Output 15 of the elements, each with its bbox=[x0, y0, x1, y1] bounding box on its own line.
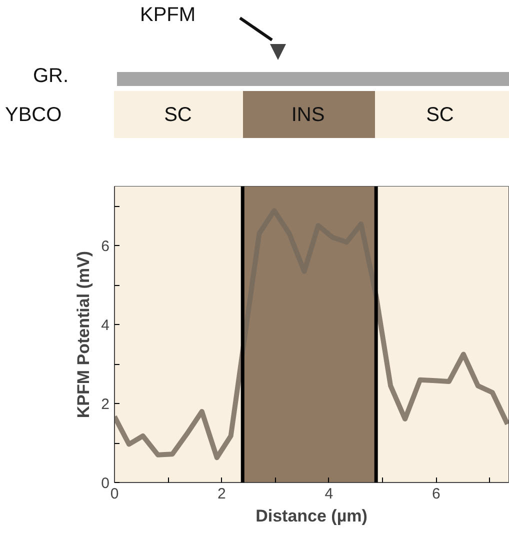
y-tick-label: 4 bbox=[101, 317, 110, 334]
x-tick-label: 4 bbox=[324, 486, 334, 502]
y-tick-label: 6 bbox=[101, 238, 110, 256]
text: YBCO bbox=[5, 104, 62, 126]
y-tick-label: 2 bbox=[101, 396, 110, 414]
x-axis-title: Distance (µm) bbox=[256, 506, 368, 526]
y-axis-title: KPFM Potential (mV) bbox=[74, 250, 94, 418]
text: GR. bbox=[33, 65, 69, 87]
text: SC bbox=[426, 104, 454, 126]
x-tick-label: 2 bbox=[218, 486, 226, 502]
text: INS bbox=[291, 104, 325, 126]
y-tick-label: 0 bbox=[101, 475, 110, 492]
text: KPFM bbox=[140, 4, 196, 26]
text: SC bbox=[164, 104, 192, 126]
x-tick-label: 6 bbox=[432, 486, 440, 502]
